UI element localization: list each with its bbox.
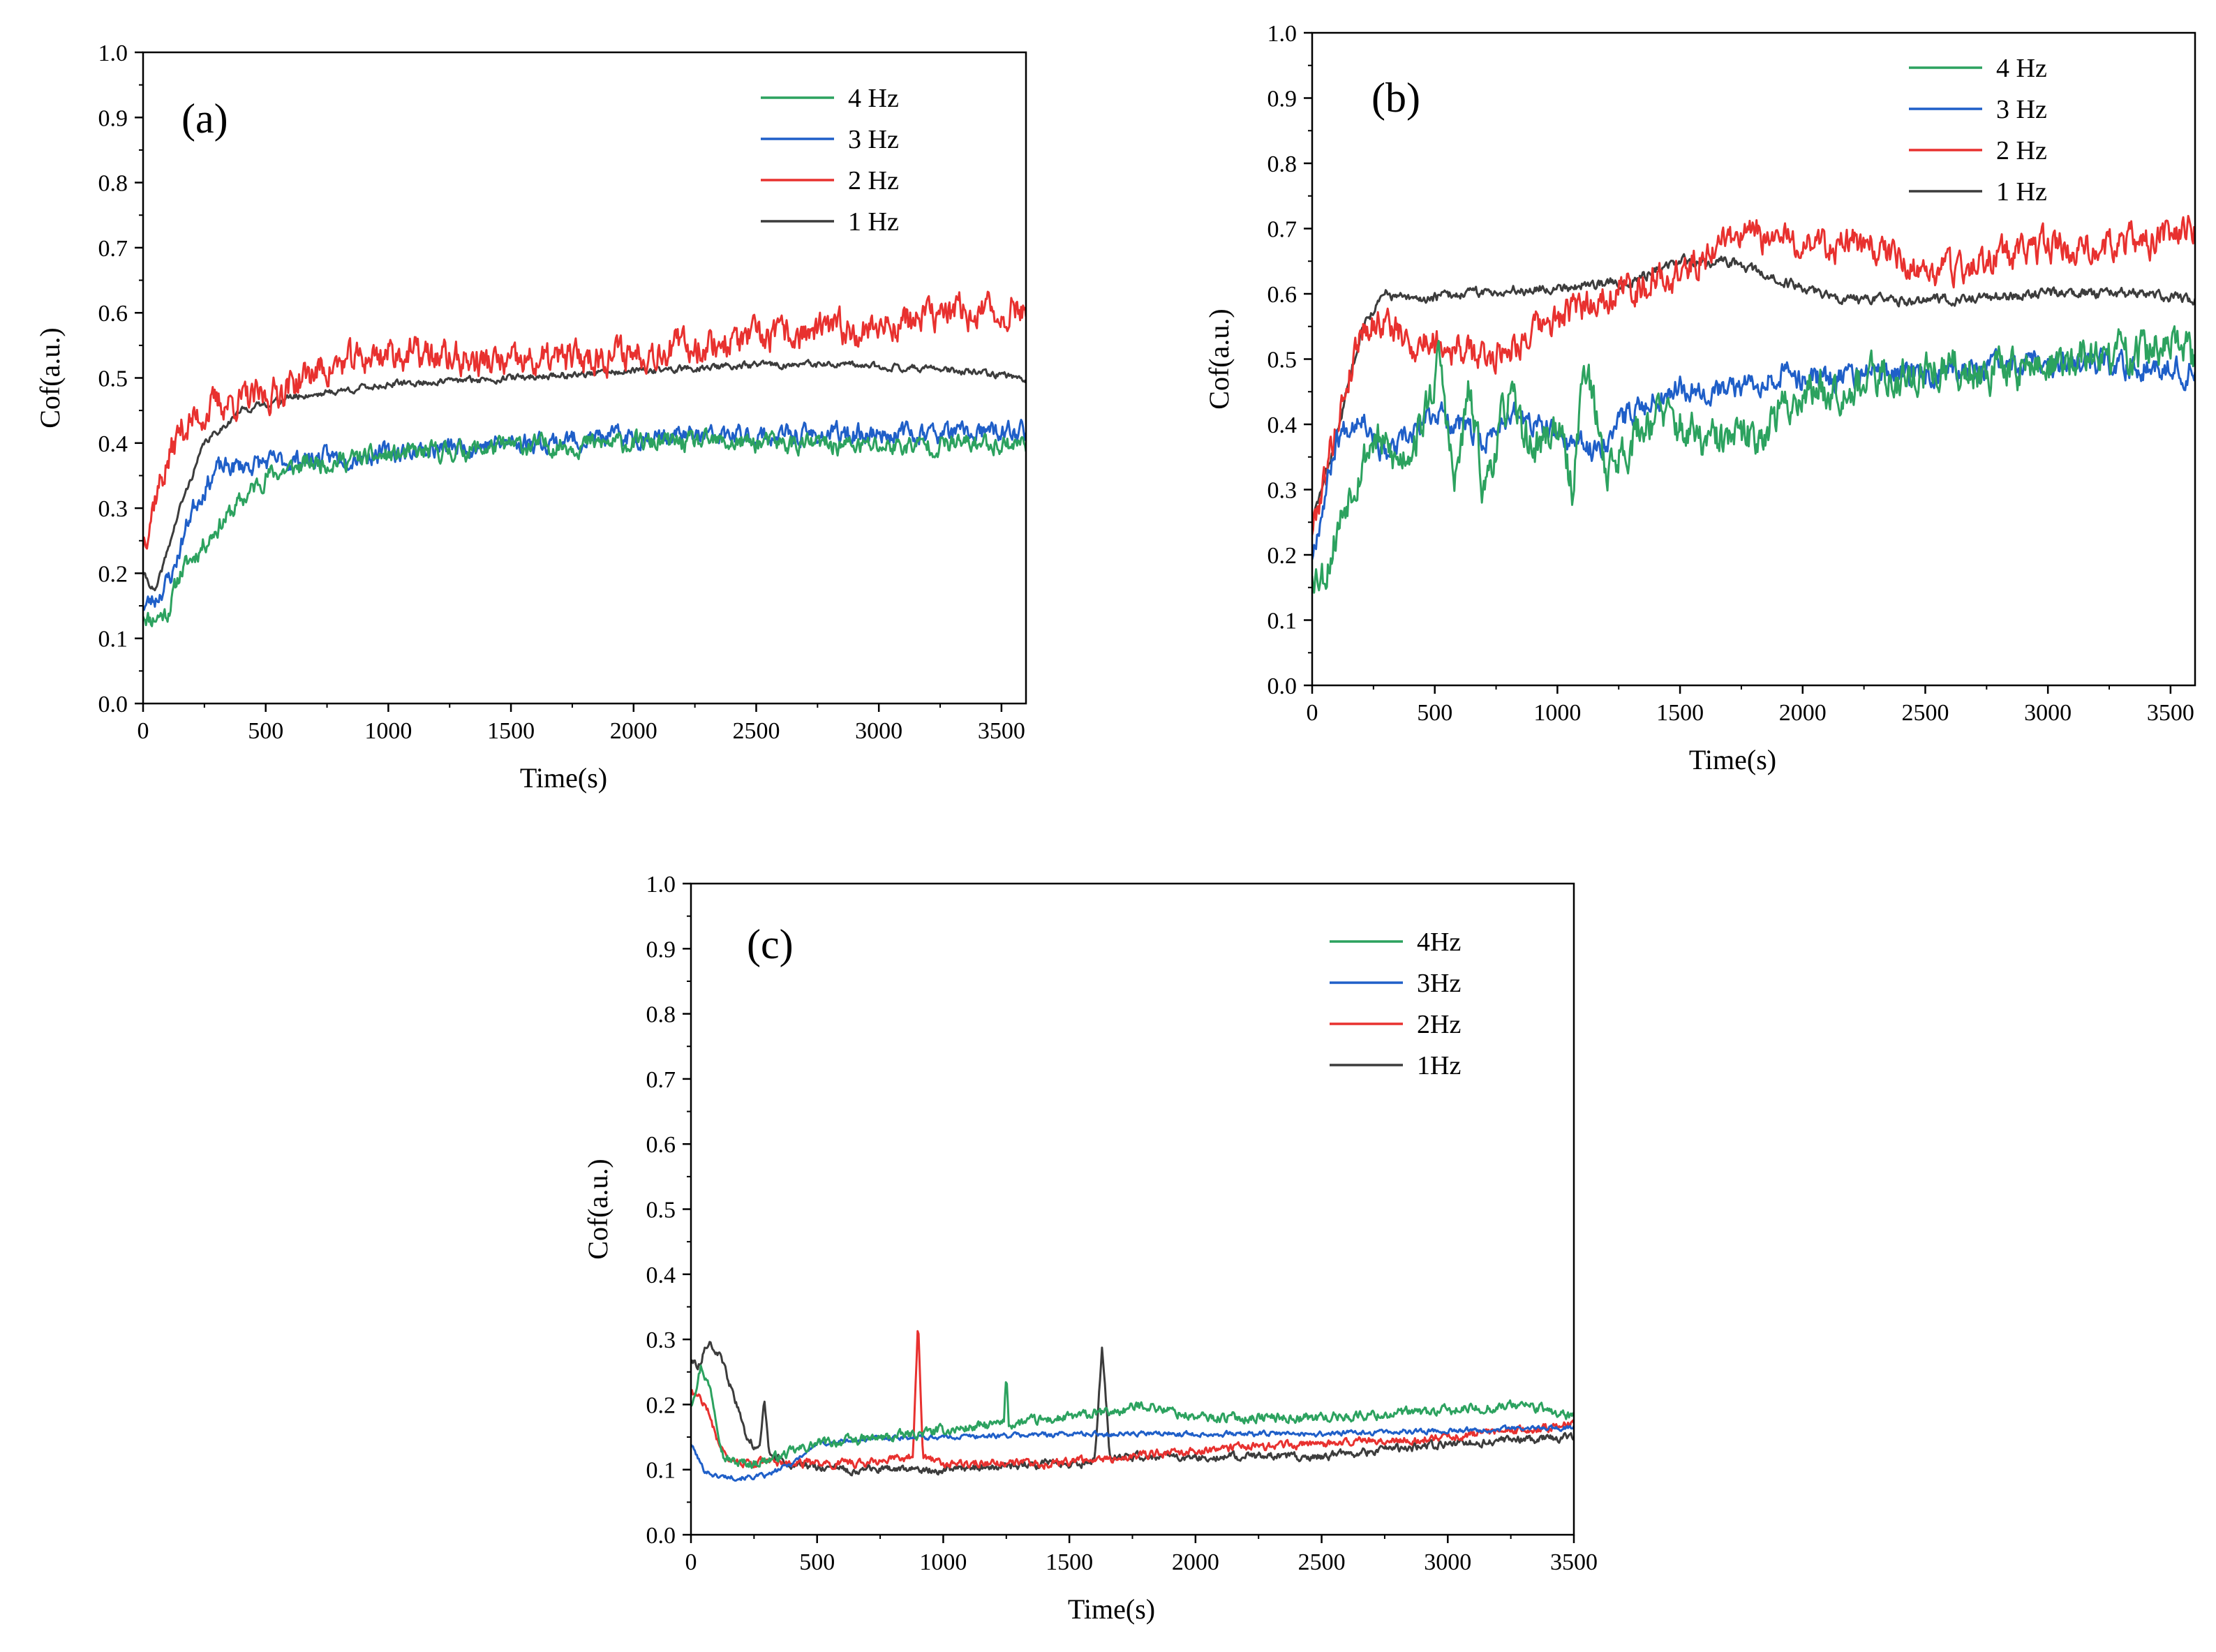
y-tick-label: 0.0 [646, 1523, 676, 1549]
chart-panel-2: 0.0 0.1 0.2 0.3 0.4 0.5 0.6 0.7 0.8 0.9 1.0 0 500 100… [1203, 21, 2196, 775]
y-tick-label: 0.4 [98, 431, 128, 457]
legend-label: 2 Hz [1996, 136, 2047, 165]
y-tick-label: 0.9 [98, 105, 128, 131]
legend-label: 2 Hz [848, 166, 899, 195]
x-tick-label: 2500 [1298, 1549, 1346, 1575]
y-tick-label: 0.6 [1267, 282, 1297, 308]
legend-label: 4 Hz [1996, 54, 2047, 83]
series-line-4hz [1312, 325, 2195, 594]
y-tick-label: 0.1 [1267, 609, 1297, 634]
series-line-1hz [143, 359, 1026, 592]
x-tick-label: 3500 [1550, 1549, 1598, 1575]
x-tick-label: 3500 [2147, 700, 2194, 726]
y-tick-label: 0.6 [98, 301, 128, 327]
y-tick-label: 0.4 [646, 1263, 676, 1288]
y-tick-label: 0.8 [1267, 151, 1297, 177]
y-tick-label: 0.6 [646, 1132, 676, 1158]
y-tick-label: 0.3 [646, 1327, 676, 1353]
y-tick-label: 0.3 [1267, 478, 1297, 504]
x-tick-label: 1500 [1046, 1549, 1093, 1575]
y-tick-label: 0.0 [1267, 674, 1297, 699]
legend-label: 4Hz [1417, 928, 1461, 957]
series-line-3hz [1312, 347, 2195, 560]
x-tick-label: 0 [685, 1549, 697, 1575]
legend-label: 4 Hz [848, 84, 899, 113]
x-axis-title: Time(s) [520, 762, 607, 794]
x-tick-label: 2000 [1172, 1549, 1219, 1575]
x-tick-label: 3000 [855, 718, 902, 744]
y-tick-label: 1.0 [98, 40, 128, 66]
y-tick-label: 0.7 [98, 236, 128, 262]
series-line-3hz [691, 1424, 1574, 1482]
x-tick-label: 3500 [978, 718, 1025, 744]
x-tick-label: 500 [248, 718, 283, 744]
x-tick-label: 2000 [610, 718, 657, 744]
series-line-4hz [691, 1364, 1574, 1469]
y-tick-label: 0.5 [98, 366, 128, 392]
x-tick-label: 1500 [487, 718, 535, 744]
x-tick-label: 3000 [2024, 700, 2072, 726]
panel-label: (c) [747, 921, 794, 967]
legend-label: 2Hz [1417, 1010, 1461, 1039]
x-tick-label: 2500 [1901, 700, 1949, 726]
y-tick-label: 0.3 [98, 496, 128, 522]
y-tick-label: 0.1 [646, 1458, 676, 1484]
y-tick-label: 0.5 [646, 1198, 676, 1223]
x-axis-title: Time(s) [1689, 744, 1776, 775]
legend-label: 3Hz [1417, 969, 1461, 998]
legend-label: 1Hz [1417, 1051, 1461, 1080]
y-tick-label: 0.0 [98, 692, 128, 717]
panel-label: (b) [1371, 75, 1420, 121]
y-tick-label: 0.2 [1267, 543, 1297, 569]
x-tick-label: 2000 [1779, 700, 1827, 726]
chart-panel-1: 0.0 0.1 0.2 0.3 0.4 0.5 0.6 0.7 0.8 0.9 1.0 0 500 100… [34, 40, 1027, 794]
x-tick-label: 0 [137, 718, 149, 744]
x-tick-label: 3000 [1424, 1549, 1471, 1575]
y-tick-label: 0.2 [646, 1392, 676, 1418]
x-tick-label: 500 [799, 1549, 835, 1575]
y-tick-label: 0.5 [1267, 348, 1297, 373]
y-tick-label: 0.8 [98, 171, 128, 197]
series-line-2hz [143, 290, 1026, 550]
y-tick-label: 1.0 [646, 872, 676, 898]
series-line-2hz [691, 1330, 1574, 1471]
series-line-2hz [1312, 214, 2195, 535]
y-tick-label: 0.1 [98, 627, 128, 653]
series-line-1hz [1312, 253, 2195, 525]
y-tick-label: 0.7 [1267, 217, 1297, 243]
legend-label: 3 Hz [1996, 95, 2047, 124]
y-axis-title: Cof(a.u.) [582, 1159, 614, 1259]
panel-label: (a) [181, 96, 228, 142]
y-axis-title: Cof(a.u.) [34, 327, 66, 428]
series-line-3hz [143, 419, 1026, 611]
x-tick-label: 1000 [919, 1549, 967, 1575]
y-tick-label: 0.9 [1267, 87, 1297, 112]
chart-panel-3: 0.0 0.1 0.2 0.3 0.4 0.5 0.6 0.7 0.8 0.9 1.0 0 500 100… [582, 872, 1598, 1625]
series-line-1hz [691, 1341, 1574, 1477]
legend-label: 1 Hz [1996, 177, 2047, 207]
x-axis-title: Time(s) [1068, 1593, 1155, 1625]
x-tick-label: 1000 [364, 718, 412, 744]
y-tick-label: 0.4 [1267, 412, 1297, 438]
y-tick-label: 1.0 [1267, 21, 1297, 47]
legend-label: 1 Hz [848, 207, 899, 237]
x-tick-label: 1500 [1656, 700, 1704, 726]
x-tick-label: 0 [1307, 700, 1318, 726]
y-tick-label: 0.9 [646, 937, 676, 962]
series-line-4hz [143, 427, 1026, 627]
y-tick-label: 0.8 [646, 1002, 676, 1028]
x-tick-label: 1000 [1533, 700, 1581, 726]
y-axis-title: Cof(a.u.) [1203, 308, 1235, 409]
x-tick-label: 500 [1417, 700, 1452, 726]
y-tick-label: 0.7 [646, 1067, 676, 1093]
y-tick-label: 0.2 [98, 561, 128, 587]
x-tick-label: 2500 [732, 718, 780, 744]
legend-label: 3 Hz [848, 125, 899, 154]
